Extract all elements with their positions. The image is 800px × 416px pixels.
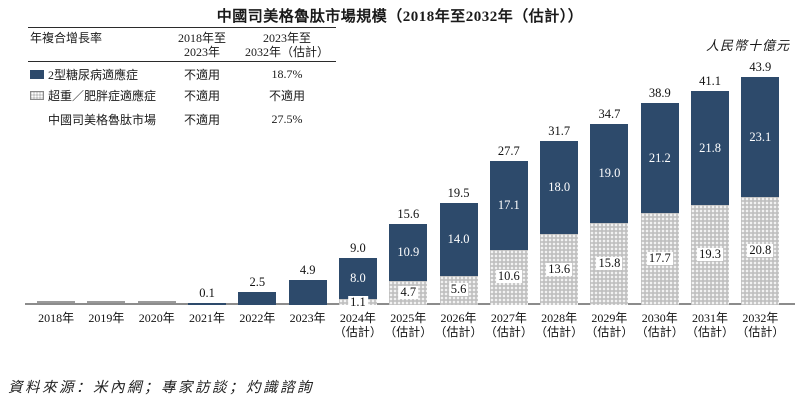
bar-total-label-2023年: 4.9 <box>299 262 316 277</box>
t2d-row-label: 2型糖尿病適應症 <box>48 68 139 82</box>
bar-obesity-value-2030年: 17.7 <box>646 250 673 265</box>
bar-obesity-value-2024年: 1.1 <box>348 295 368 309</box>
chart-title: 中國司美格魯肽市場規模（2018年至2032年（估計）） <box>216 9 584 25</box>
bar-segment-t2d-2030年 <box>640 102 679 213</box>
x-axis-label-2027年: 2027年 （估計） <box>484 311 533 339</box>
bar-segment-t2d-2029年 <box>590 124 629 223</box>
bar-t2d-value-2028年: 18.0 <box>548 180 571 195</box>
obesity-cagr-2018-2023: 不適用 <box>183 89 220 103</box>
obesity-cagr-2023-2032: 不適用 <box>268 89 305 103</box>
x-axis-label-2020年: 2020年 <box>138 311 175 325</box>
cagr-row-total-market: 中國司美格魯肽市場 不適用 27.5% <box>28 111 336 128</box>
x-axis-label-2026年: 2026年 （估計） <box>434 311 483 339</box>
bar-sliver-2020年 <box>137 301 176 303</box>
bar-total-label-2025年: 15.6 <box>397 206 420 221</box>
obesity-row-label: 超重／肥胖症適應症 <box>48 89 157 103</box>
cagr-legend-table: 年複合增長率 2018年至 2023年 2023年至 2032年（估計） 2型糖… <box>28 27 336 128</box>
x-axis-label-2019年: 2019年 <box>88 311 125 325</box>
bar-obesity-value-2026年: 5.6 <box>448 282 469 297</box>
bar-t2d-value-2027年: 17.1 <box>497 198 520 213</box>
bar-segment-t2d-2026年 <box>439 203 478 276</box>
bar-total-label-2027年: 27.7 <box>497 143 520 158</box>
bar-segment-t2d-2022年 <box>238 292 277 305</box>
x-axis-label-2028年: 2028年 （估計） <box>535 311 584 339</box>
bar-obesity-value-2028年: 13.6 <box>546 261 573 276</box>
x-axis-label-2018年: 2018年 <box>38 311 75 325</box>
x-axis-label-2031年: 2031年 （估計） <box>686 311 735 339</box>
bar-total-label-2031年: 41.1 <box>699 74 721 89</box>
market-cagr-2018-2023: 不適用 <box>183 113 220 127</box>
bar-total-label-2022年: 2.5 <box>249 275 266 289</box>
bar-sliver-2018年 <box>37 301 76 303</box>
bar-total-label-2026年: 19.5 <box>447 186 470 201</box>
bar-obesity-value-2025年: 4.7 <box>398 284 419 299</box>
bar-segment-t2d-2032年 <box>741 76 780 197</box>
bar-total-label-2029年: 34.7 <box>598 107 621 122</box>
market-row-label: 中國司美格魯肽市場 <box>48 113 157 127</box>
cagr-row-t2d: 2型糖尿病適應症 不適用 18.7% <box>28 66 336 83</box>
x-axis-label-2025年: 2025年 （估計） <box>384 311 433 339</box>
bar-segment-t2d-2027年 <box>489 160 528 250</box>
bar-segment-t2d-2024年 <box>338 257 377 300</box>
currency-unit-label: 人民幣十億元 <box>705 38 790 53</box>
obesity-legend-swatch-icon <box>30 91 44 100</box>
bar-t2d-value-2029年: 19.0 <box>598 166 621 181</box>
x-axis-label-2029年: 2029年 （估計） <box>585 311 634 339</box>
bar-total-label-2021年: 0.1 <box>199 285 215 300</box>
bar-t2d-value-2032年: 23.1 <box>749 129 772 144</box>
bar-t2d-value-2030年: 21.2 <box>648 150 671 165</box>
bar-t2d-value-2026年: 14.0 <box>447 232 470 247</box>
cagr-col2-header: 2023年至 2032年（估計） <box>244 31 329 59</box>
bar-obesity-value-2032年: 20.8 <box>747 242 774 257</box>
bar-t2d-value-2031年: 21.8 <box>699 140 721 155</box>
bar-segment-obesity-2025年 <box>389 280 428 305</box>
bar-total-label-2032年: 43.9 <box>749 59 772 74</box>
bar-t2d-value-2024年: 8.0 <box>350 271 366 286</box>
x-axis-label-2021年: 2021年 <box>189 311 226 325</box>
t2d-legend-swatch-icon <box>30 70 44 79</box>
x-axis-label-2032年: 2032年 （估計） <box>736 311 785 339</box>
t2d-cagr-2023-2032: 18.7% <box>271 67 303 81</box>
bar-obesity-value-2027年: 10.6 <box>495 269 522 284</box>
x-axis-label-2022年: 2022年 <box>239 311 276 325</box>
bar-t2d-value-2025年: 10.9 <box>397 245 420 260</box>
t2d-cagr-2018-2023: 不適用 <box>183 68 220 82</box>
x-axis-label-2030年: 2030年 （估計） <box>635 311 684 339</box>
bar-total-label-2030年: 38.9 <box>648 85 671 100</box>
bar-segment-t2d-2021年 <box>188 302 227 305</box>
bar-segment-t2d-2031年 <box>691 91 730 205</box>
x-axis-label-2024年: 2024年 （估計） <box>333 311 382 339</box>
market-cagr-2023-2032: 27.5% <box>271 112 303 126</box>
cagr-col1-header: 2018年至 2023年 <box>177 31 226 59</box>
bar-obesity-value-2031年: 19.3 <box>697 246 723 261</box>
bar-total-label-2024年: 9.0 <box>350 240 366 255</box>
bar-segment-t2d-2025年 <box>389 223 428 281</box>
cagr-corner-label: 年複合增長率 <box>30 31 103 45</box>
x-axis-label-2023年: 2023年 <box>289 311 326 325</box>
bar-segment-t2d-2023年 <box>288 279 327 305</box>
bar-total-label-2028年: 31.7 <box>548 123 571 138</box>
cagr-row-obesity: 超重／肥胖症適應症 不適用 不適用 <box>28 87 336 104</box>
source-note: 資料來源：米內網；專家訪談；灼識諮詢 <box>8 380 314 396</box>
cagr-table-header: 年複合增長率 2018年至 2023年 2023年至 2032年（估計） <box>28 27 336 62</box>
bar-sliver-2019年 <box>87 301 126 303</box>
bar-obesity-value-2029年: 15.8 <box>596 255 623 270</box>
bar-segment-t2d-2028年 <box>540 140 579 235</box>
